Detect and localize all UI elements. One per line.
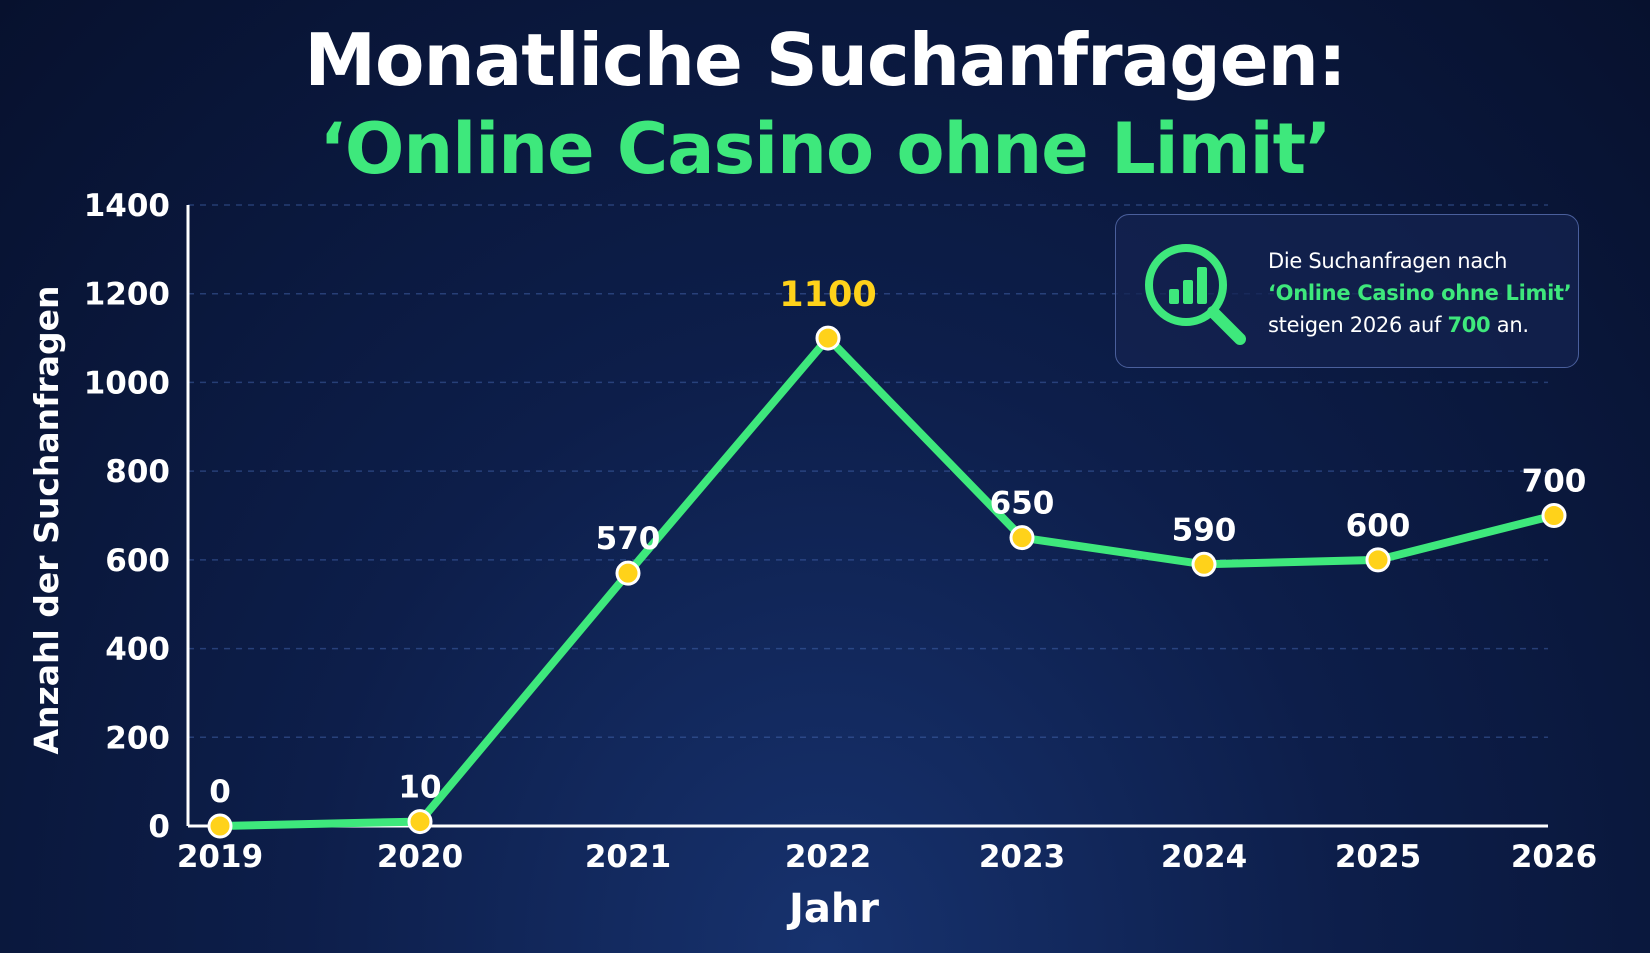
- data-point: [1541, 503, 1567, 528]
- y-tick-label: 1000: [84, 365, 170, 401]
- y-tick-label: 1200: [84, 277, 170, 313]
- data-label: 10: [398, 770, 441, 806]
- data-label: 570: [596, 521, 661, 557]
- data-label: 650: [990, 486, 1055, 522]
- data-point: [1009, 525, 1035, 551]
- y-tick-label: 0: [148, 809, 170, 845]
- info-line-3: steigen 2026 auf 700 an.: [1268, 309, 1568, 341]
- data-point: [615, 560, 641, 586]
- data-labels: 0 10 570 1100 650 590 600 700: [209, 275, 1586, 810]
- x-axis-ticks: 2019 2020 2021 2022 2023 2024 2025 2026: [177, 839, 1597, 875]
- x-tick-label: 2023: [979, 839, 1065, 875]
- info-text: Die Suchanfragen nach ‘Online Casino ohn…: [1268, 245, 1572, 341]
- info-line-3-suffix: an.: [1490, 313, 1529, 337]
- data-point: [1365, 547, 1391, 573]
- magnifier-bar-chart-icon: [1145, 244, 1246, 345]
- x-tick-label: 2020: [377, 839, 463, 875]
- x-axis-title: Jahr: [786, 886, 879, 932]
- y-tick-label: 800: [105, 454, 170, 490]
- data-label: 590: [1172, 512, 1237, 548]
- data-point: [207, 813, 233, 839]
- data-point: [1191, 551, 1217, 577]
- y-tick-label: 600: [105, 543, 170, 579]
- x-tick-label: 2021: [585, 839, 671, 875]
- y-tick-label: 200: [105, 720, 170, 756]
- data-label: 700: [1522, 464, 1587, 500]
- y-axis-title: Anzahl der Suchanfragen: [27, 285, 66, 754]
- data-points: [207, 325, 1567, 839]
- x-tick-label: 2024: [1161, 839, 1247, 875]
- series-line: [216, 334, 1558, 830]
- peak-value-label: 1100: [779, 275, 876, 315]
- x-tick-label: 2026: [1511, 839, 1597, 875]
- x-tick-label: 2022: [785, 839, 871, 875]
- data-label: 0: [209, 774, 231, 810]
- x-tick-label: 2025: [1335, 839, 1421, 875]
- y-axis-ticks: 0 200 400 600 800 1000 1200 1400: [84, 188, 170, 845]
- chart-title-line-2: ‘Online Casino ohne Limit’: [319, 108, 1331, 190]
- info-box: Die Suchanfragen nach ‘Online Casino ohn…: [1115, 214, 1579, 368]
- info-line-1: Die Suchanfragen nach: [1268, 249, 1508, 273]
- y-tick-label: 1400: [84, 188, 170, 224]
- data-point: [815, 325, 841, 351]
- x-tick-label: 2019: [177, 839, 263, 875]
- info-line-2: ‘Online Casino ohne Limit’: [1268, 281, 1572, 305]
- data-point: [407, 809, 433, 835]
- chart-title-line-1: Monatliche Suchanfragen:: [304, 18, 1346, 102]
- y-tick-label: 400: [105, 632, 170, 668]
- info-line-3-prefix: steigen 2026 auf: [1268, 313, 1448, 337]
- info-highlight-value: 700: [1447, 313, 1491, 337]
- data-label: 600: [1346, 508, 1411, 544]
